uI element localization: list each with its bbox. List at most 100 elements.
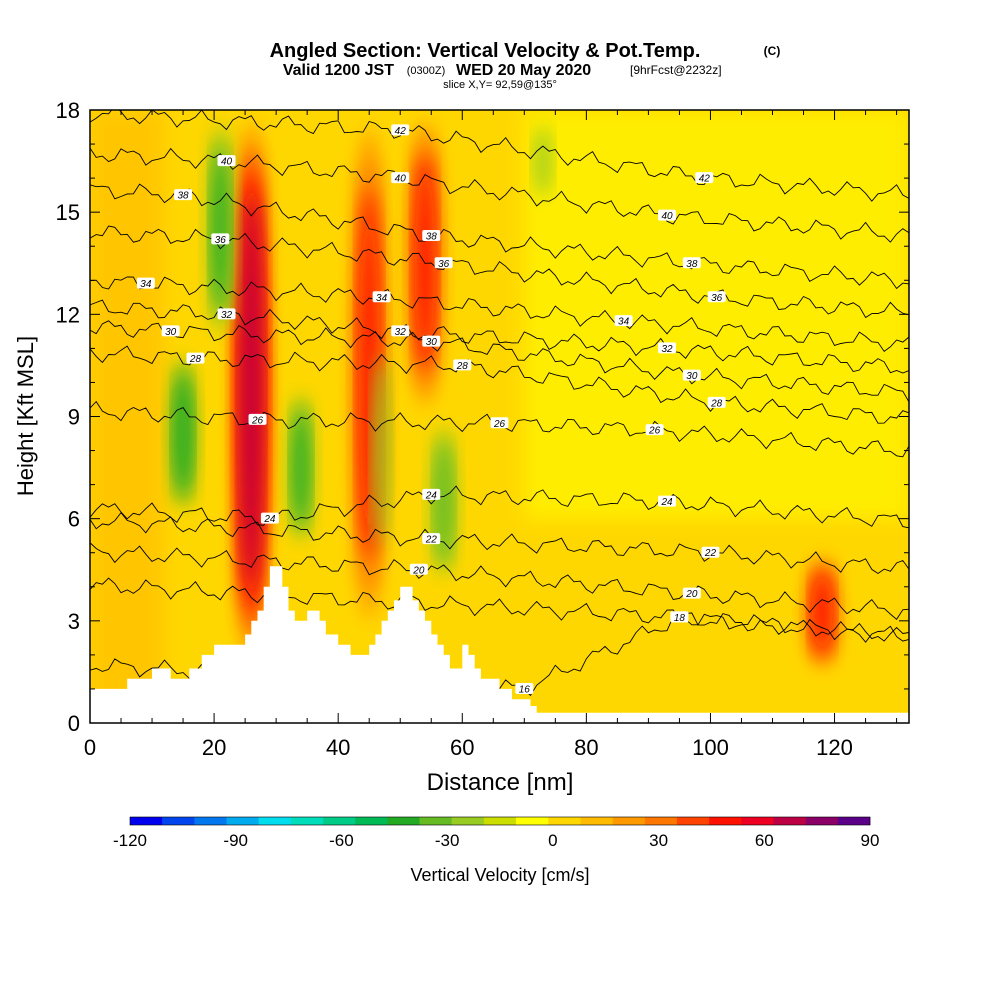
colorbar-frame: [129, 816, 871, 826]
theta-contour-line: [90, 485, 909, 529]
subtitle-zulu: (0300Z): [407, 65, 446, 77]
colorbar-tick-label: -120: [113, 831, 147, 850]
theta-contour-line: [90, 320, 909, 403]
svg-text:42: 42: [395, 126, 407, 137]
svg-text:34: 34: [618, 317, 630, 328]
theta-contour-label: 28: [707, 396, 726, 409]
svg-text:40: 40: [395, 174, 407, 185]
colorbar-tick-label: 30: [649, 831, 668, 850]
svg-text:40: 40: [661, 211, 673, 222]
theta-contour-line: [90, 577, 909, 643]
theta-contour-label: 16: [515, 682, 534, 695]
svg-text:20: 20: [412, 565, 425, 576]
svg-text:36: 36: [438, 259, 450, 270]
theta-contour-label: 30: [161, 325, 180, 338]
colorbar-swatch: [162, 817, 195, 825]
colorbar-swatch: [258, 817, 292, 825]
x-tick-label: 100: [692, 735, 729, 760]
svg-text:36: 36: [711, 293, 723, 304]
y-tick-label: 3: [68, 609, 80, 634]
theta-contour-label: 32: [391, 325, 410, 338]
theta-contour-label: 32: [217, 308, 236, 321]
subtitle-date: WED 20 May 2020: [456, 62, 591, 79]
slice-info: slice X,Y= 92,59@135°: [443, 79, 557, 91]
theta-contour-line: [90, 110, 909, 202]
svg-text:28: 28: [456, 361, 469, 372]
theta-contour-label: 28: [453, 359, 472, 372]
theta-contour-label: 20: [682, 587, 701, 600]
y-tick-label: 15: [56, 200, 80, 225]
theta-contour-line: [90, 542, 909, 620]
colorbar-swatch: [226, 817, 259, 825]
theta-contour-label: 40: [658, 209, 677, 222]
colorbar-tick-label: -90: [223, 831, 248, 850]
theta-contour-label: 30: [422, 335, 441, 348]
theta-contour-label: 32: [658, 342, 677, 355]
colorbar-swatch: [709, 817, 742, 825]
colorbar-swatch: [483, 817, 517, 825]
colorbar-swatch: [419, 817, 453, 825]
svg-text:26: 26: [251, 415, 264, 426]
velocity-feature: [206, 124, 235, 334]
colorbar-swatch: [741, 817, 774, 825]
svg-text:32: 32: [395, 327, 407, 338]
velocity-feature: [286, 393, 315, 543]
velocity-feature: [803, 556, 842, 668]
x-axis-label: Distance [nm]: [427, 769, 574, 796]
svg-text:26: 26: [648, 426, 661, 437]
svg-text:42: 42: [699, 174, 711, 185]
svg-text:22: 22: [425, 535, 438, 546]
velocity-feature: [534, 125, 552, 197]
svg-text:24: 24: [660, 497, 673, 508]
chart-subtitle: Valid 1200 JST (0300Z) WED 20 May 2020 […: [283, 62, 722, 79]
colorbar-swatch: [387, 817, 420, 825]
colorbar-swatch: [130, 817, 163, 825]
svg-text:20: 20: [685, 589, 698, 600]
colorbar-tick-label: 90: [861, 831, 880, 850]
field-upper-right: [524, 110, 909, 519]
theta-contour-label: 38: [682, 257, 701, 270]
colorbar-swatch: [837, 817, 871, 825]
svg-text:22: 22: [704, 548, 717, 559]
theta-contour-label: 34: [136, 277, 155, 290]
svg-text:38: 38: [178, 191, 190, 202]
svg-text:30: 30: [165, 327, 177, 338]
theta-contour-label: 18: [670, 611, 689, 624]
theta-contour-label: 38: [174, 189, 193, 202]
theta-contour-label: 24: [422, 488, 441, 501]
svg-text:26: 26: [493, 419, 506, 430]
velocity-feature: [373, 355, 391, 546]
y-tick-label: 12: [56, 302, 80, 327]
colorbar-swatch: [355, 817, 388, 825]
svg-text:38: 38: [426, 232, 438, 243]
colorbar-swatch: [580, 817, 613, 825]
velocity-feature: [169, 359, 198, 509]
colorbar-swatch: [290, 817, 324, 825]
y-tick-label: 6: [68, 507, 80, 532]
theta-contour-label: 36: [707, 291, 726, 304]
theta-contour-line: [90, 511, 909, 575]
y-tick-label: 0: [68, 711, 80, 736]
y-axis-label: Height [Kft MSL]: [13, 336, 38, 496]
theta-contour-label: 36: [434, 257, 453, 270]
svg-text:30: 30: [426, 337, 438, 348]
colorbar-swatch: [548, 817, 581, 825]
theta-contour-label: 26: [248, 413, 267, 426]
theta-contour-line: [90, 276, 909, 353]
colorbar-tick-label: -60: [329, 831, 354, 850]
colorbar-swatch: [451, 817, 485, 825]
x-tick-label: 40: [326, 735, 350, 760]
theta-contour-label: 40: [217, 155, 236, 168]
chart-title-suffix: (C): [764, 44, 781, 58]
theta-contour-label: 24: [658, 495, 677, 508]
svg-text:32: 32: [661, 344, 673, 355]
x-tick-label: 80: [574, 735, 598, 760]
theta-contour-label: 30: [682, 369, 701, 382]
x-axis: 0 20 40 60 80 100 120: [84, 110, 898, 760]
colorbar-tick-label: 60: [755, 831, 774, 850]
theta-contour-labels: 1616182020222224242426262628282830303032…: [136, 124, 726, 695]
colorbar-swatch: [676, 817, 710, 825]
terrain: [90, 566, 909, 723]
theta-contour-label: 26: [645, 424, 664, 437]
